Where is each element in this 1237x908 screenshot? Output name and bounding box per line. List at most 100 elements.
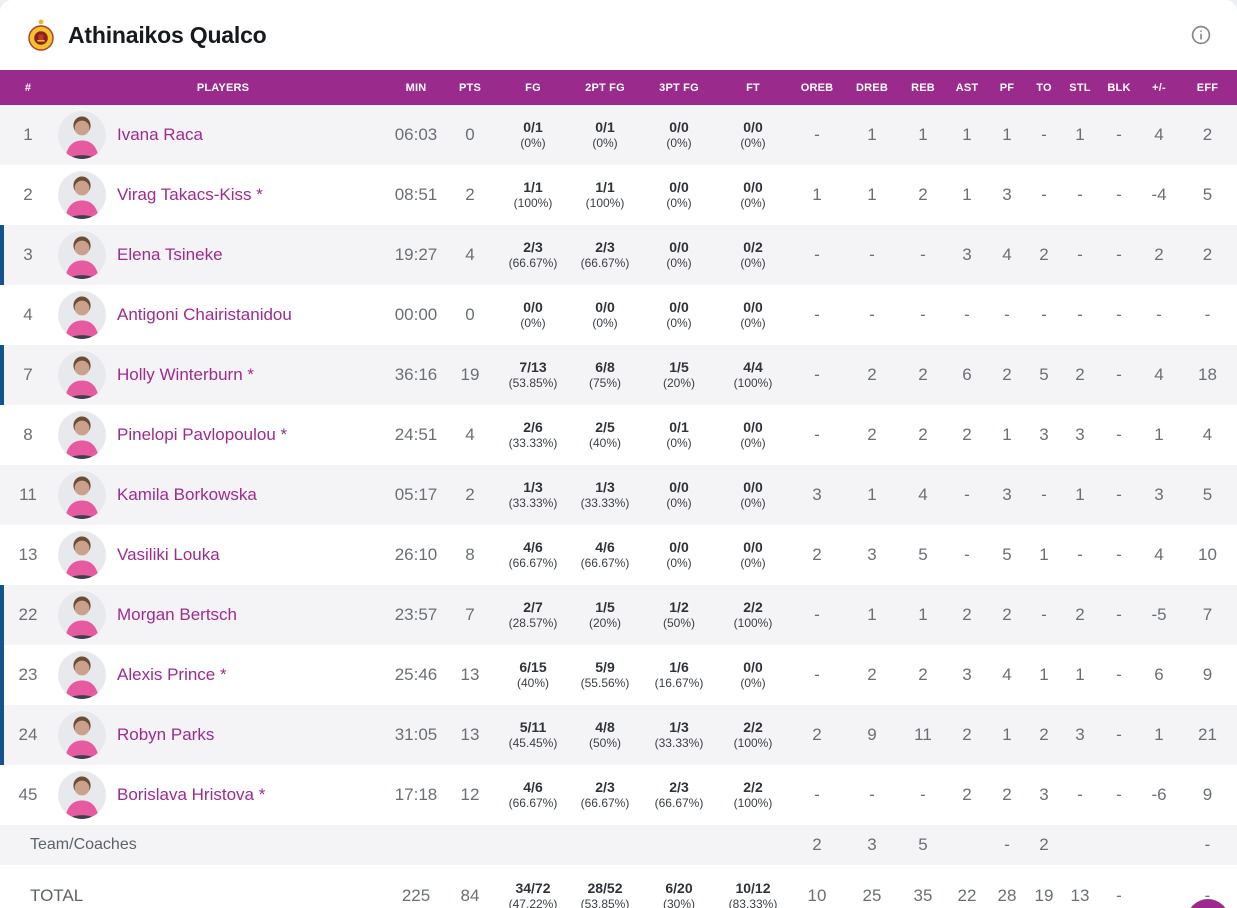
fg2-percentage: (20%): [588, 616, 621, 631]
stat-reb: 2: [918, 185, 928, 204]
fg2: 1/5 (20%): [568, 585, 642, 645]
fg3-made-attempted: 1/2: [669, 599, 689, 616]
fg-made-attempted: 1/3: [523, 479, 543, 496]
player-row[interactable]: 24 Robyn Parks 31:05 13 5/11 (45.45%) 4/8 (50%)…: [0, 705, 1237, 765]
player-row[interactable]: 8 Pinelopi Pavlopoulou * 24:51 4 2/6 (33.33%)…: [0, 405, 1237, 465]
stat-pf: 1: [1002, 125, 1012, 144]
team-stat-reb: 5: [918, 835, 928, 854]
minutes-played: 00:00: [394, 305, 438, 324]
fg3-percentage: (20%): [662, 376, 695, 391]
stat-stl: -: [1077, 785, 1083, 804]
fg2-percentage: (0%): [592, 316, 618, 331]
player-row[interactable]: 4 Antigoni Chairistanidou 00:00 0 0/0 (0%) 0/0…: [0, 285, 1237, 345]
fg: 1/1 (100%): [498, 165, 568, 225]
stat-stl: 1: [1075, 485, 1085, 504]
stat-stl: 2: [1075, 605, 1085, 624]
player-cell: Kamila Borkowska: [56, 465, 390, 525]
ft-percentage: (0%): [740, 556, 766, 571]
stat-pf: 4: [1002, 245, 1012, 264]
stat-reb: 2: [918, 425, 928, 444]
player-row[interactable]: 2 Virag Takacs-Kiss * 08:51 2 1/1 (100%) 1/1 (1…: [0, 165, 1237, 225]
player-cell: Vasiliki Louka: [56, 525, 390, 585]
stat-pm: -6: [1151, 785, 1167, 804]
fg: 2/6 (33.33%): [498, 405, 568, 465]
ft-made-attempted: 0/0: [743, 659, 763, 676]
stat-oreb: -: [814, 305, 820, 324]
stat-ast: 1: [962, 185, 972, 204]
fg3: 1/3 (33.33%): [642, 705, 716, 765]
col-reb: REB: [900, 70, 946, 105]
team-coaches-row: Team/Coaches 2 3 5 - 2 -: [0, 825, 1237, 865]
stat-pm: 6: [1154, 665, 1164, 684]
stat-dreb: 1: [867, 125, 877, 144]
stat-ast: 2: [962, 785, 972, 804]
player-row[interactable]: 13 Vasiliki Louka 26:10 8 4/6 (66.67%) 4/6 (66.…: [0, 525, 1237, 585]
stat-blk: -: [1116, 605, 1122, 624]
stat-dreb: 3: [867, 545, 877, 564]
stat-eff: 9: [1202, 665, 1213, 684]
player-row[interactable]: 3 Elena Tsineke 19:27 4 2/3 (66.67%) 2/3 (66.67…: [0, 225, 1237, 285]
stat-reb: 11: [914, 725, 932, 744]
total-row: TOTAL 225 84 34/72 (47.22%) 28/52 (53.85%) 6/20…: [0, 865, 1237, 908]
fg-percentage: (66.67%): [508, 556, 558, 571]
ft: 0/0 (0%): [716, 405, 790, 465]
total-stat-to: 19: [1034, 886, 1054, 905]
team-stat-eff: -: [1204, 835, 1211, 854]
stat-to: -: [1041, 305, 1047, 324]
fg-percentage: (45.45%): [508, 736, 558, 751]
stat-oreb: -: [814, 665, 820, 684]
player-identity: Borislava Hristova *: [56, 771, 390, 819]
player-row[interactable]: 23 Alexis Prince * 25:46 13 6/15 (40%) 5/9 (55.…: [0, 645, 1237, 705]
player-avatar: [58, 771, 106, 819]
player-row[interactable]: 45 Borislava Hristova * 17:18 12 4/6 (66.67%)…: [0, 765, 1237, 825]
points: 19: [460, 365, 480, 384]
stat-ast: 2: [962, 725, 972, 744]
fg3: 2/3 (66.67%): [642, 765, 716, 825]
stat-ast: -: [964, 485, 970, 504]
points: 8: [465, 545, 475, 564]
points: 4: [465, 425, 475, 444]
fg2-percentage: (55.56%): [580, 676, 630, 691]
player-row[interactable]: 11 Kamila Borkowska 05:17 2 1/3 (33.33%) 1/3 (3…: [0, 465, 1237, 525]
stat-eff: -: [1204, 305, 1211, 324]
stat-dreb: 1: [867, 605, 877, 624]
player-jersey-number: 11: [19, 485, 37, 504]
fg-percentage: (28.57%): [508, 616, 558, 631]
points: 0: [465, 305, 475, 324]
info-icon[interactable]: [1191, 25, 1211, 45]
stat-pf: 4: [1002, 665, 1012, 684]
stat-stl: -: [1077, 185, 1083, 204]
fg2-made-attempted: 1/5: [595, 599, 615, 616]
ft: 0/0 (0%): [716, 645, 790, 705]
stat-ast: 1: [962, 125, 972, 144]
fg3-made-attempted: 0/0: [669, 299, 689, 316]
player-identity: Alexis Prince *: [56, 651, 390, 699]
stat-pm: 3: [1154, 485, 1164, 504]
player-row[interactable]: 7 Holly Winterburn * 36:16 19 7/13 (53.85%) 6/…: [0, 345, 1237, 405]
stat-oreb: 2: [812, 545, 822, 564]
floating-action-button[interactable]: [1187, 899, 1229, 908]
fg3-percentage: (0%): [666, 436, 692, 451]
ft-percentage: (0%): [740, 676, 766, 691]
player-cell: Pinelopi Pavlopoulou *: [56, 405, 390, 465]
ft: 0/2 (0%): [716, 225, 790, 285]
player-row[interactable]: 1 Ivana Raca 06:03 0 0/1 (0%) 0/1 (0%) 0/0 (0%) 0/…: [0, 105, 1237, 165]
fg-percentage: (40%): [516, 676, 549, 691]
fg-made-attempted: 4/6: [523, 539, 543, 556]
fg-made-attempted: 4/6: [523, 779, 543, 796]
fg2-made-attempted: 2/5: [595, 419, 615, 436]
player-jersey-number: 23: [0, 645, 56, 705]
fg: 0/0 (0%): [498, 285, 568, 345]
minutes-played: 25:46: [394, 665, 438, 684]
total-fg2-percentage: (53.85%): [580, 897, 630, 908]
fg2-percentage: (66.67%): [580, 556, 630, 571]
minutes-played: 06:03: [394, 125, 438, 144]
ft-made-attempted: 0/0: [743, 179, 763, 196]
player-row[interactable]: 22 Morgan Bertsch 23:57 7 2/7 (28.57%) 1/5 (20%…: [0, 585, 1237, 645]
fg3-percentage: (66.67%): [654, 796, 704, 811]
player-identity: Vasiliki Louka: [56, 531, 390, 579]
fg: 6/15 (40%): [498, 645, 568, 705]
fg: 5/11 (45.45%): [498, 705, 568, 765]
player-jersey-number: 8: [23, 425, 33, 444]
fg3-percentage: (0%): [666, 256, 692, 271]
